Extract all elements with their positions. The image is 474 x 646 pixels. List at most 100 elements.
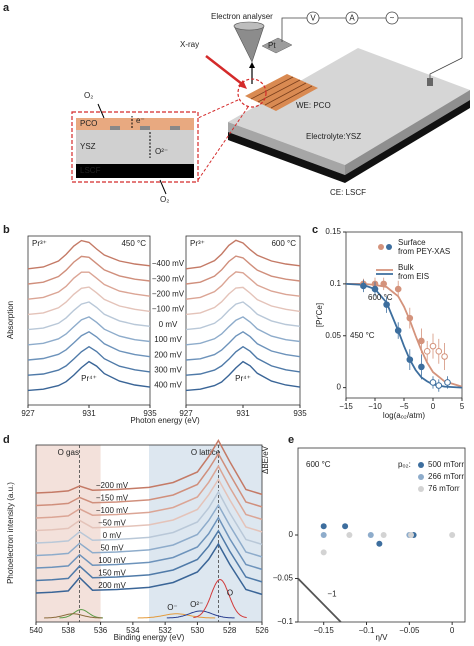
series-label: −200 mV [96,481,129,490]
data-point [376,540,383,547]
data-point [320,532,327,538]
pr3-label: Pr³⁺ [190,239,205,248]
series-label: 200 mV [98,581,126,590]
data-point [367,532,374,538]
ammeter-label: A [349,14,355,23]
annotation: 600 °C [368,293,393,302]
spectrum [27,286,151,316]
lscf-layer [76,164,194,178]
series-label: −50 mV [98,519,126,528]
o2-label: O₂ [160,195,169,204]
y-tick-label: 0 [289,530,294,539]
legend-text: from EIS [398,272,429,281]
ysz-label: YSZ [80,142,96,151]
pco-electrode [245,74,318,111]
y-axis-label: [Pr′Ce] [315,303,324,327]
y-tick-label: 0.15 [325,227,341,236]
x-tick-label: 530 [191,626,205,635]
y-tick-label: −0.1 [277,617,293,626]
spectrum [35,529,263,583]
y-axis-label: Photoelectron intensity (a.u.) [6,482,15,584]
voltmeter-label: V [310,14,316,23]
arrow-head [249,62,255,68]
x-tick-label: −5 [399,402,409,411]
plot-frame [35,444,263,623]
ce-label: CE: LSCF [330,188,366,197]
y-tick-label: 0.05 [325,331,341,340]
analyser-top [233,21,265,31]
ce-layer [228,132,345,183]
slab-front [228,122,345,175]
component-label: O⁻ [167,603,177,612]
spectrum [185,330,301,361]
series-label: 400 mV [154,381,182,390]
spectrum [185,316,301,346]
pt-label: Pt [268,41,276,50]
x-tick-label: 931 [82,409,96,418]
pco-layer [76,118,194,130]
ce-layer-side [345,100,470,183]
we-label: WE: PCO [296,101,331,110]
zoom-line [197,99,239,119]
x-axis-label: Photon energy (eV) [130,416,200,425]
legend-marker [386,244,392,250]
spectrum [185,271,301,300]
x-tick-label: −0.1 [359,626,375,635]
data-point [346,532,353,538]
pr4-label: Pr⁴⁺ [235,374,251,383]
x-tick-label: 931 [236,409,250,418]
series-label: 0 mV [159,320,178,329]
slab-top [228,48,470,165]
analyser-cone [233,25,265,63]
spectrum [35,464,263,521]
data-point [406,356,414,363]
x-tick-label: 5 [460,402,465,411]
series-label: −100 mV [96,506,129,515]
fit-component [44,613,103,619]
series-label: 300 mV [154,366,182,375]
y-axis-label: Absorption [6,301,15,339]
series-label: −150 mV [96,494,129,503]
data-point [441,353,448,360]
source [385,11,399,25]
spectrum [185,301,301,331]
data-point [380,532,387,538]
data-point [429,342,437,350]
fit-component [59,609,103,619]
spectrum [27,271,151,300]
reference-label: −1 [327,589,337,598]
fit-component [193,578,247,619]
data-point [380,280,388,288]
analyser-label: Electron analyser [211,12,273,21]
x-tick-label: 0 [431,402,436,411]
fit-component [137,613,216,619]
data-point [449,532,456,538]
pr4-label: Pr⁴⁺ [81,374,97,383]
inset: O₂ PCO e⁻ YSZ O²⁻ LSCF O₂ [71,91,199,204]
zoom-circle [237,78,267,108]
spectrum [27,239,151,270]
electrode-bar [170,126,180,130]
temperature-label: 600 °C [271,239,296,248]
series-label: 0 mV [103,531,122,540]
spectrum [35,477,263,533]
series-label: −200 mV [152,290,185,299]
x-tick-label: 534 [126,626,140,635]
series-label: −100 mV [152,305,185,314]
data-point [383,301,390,308]
series-label: 100 mV [154,335,182,344]
data-point [429,379,437,386]
circuit-wire [281,17,463,58]
data-point [418,363,425,371]
data-point [423,348,431,355]
source-label: ~ [390,14,395,23]
spectrum [27,316,151,346]
o2-arrow [159,179,167,195]
data-point [435,348,443,355]
x-tick-label: 532 [158,626,172,635]
data-point [444,379,451,386]
component-label: O²⁻ [190,600,203,609]
data-point [394,285,402,293]
y-tick-label: 0.1 [330,279,342,288]
